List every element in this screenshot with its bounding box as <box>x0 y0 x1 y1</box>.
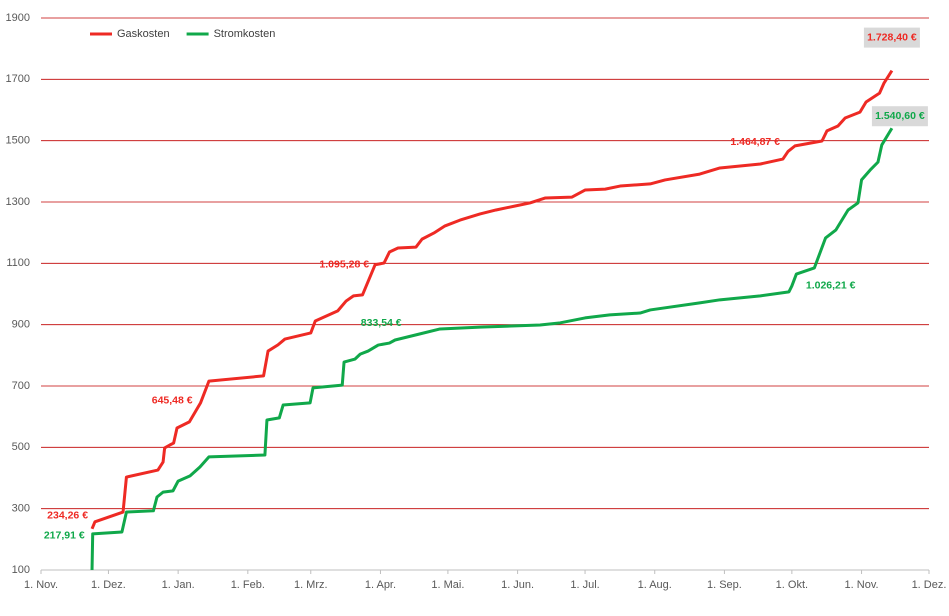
y-tick-label: 500 <box>12 441 30 453</box>
data-label: 833,54 € <box>361 317 402 329</box>
data-label: 645,48 € <box>152 395 193 407</box>
x-tick-label: 1. Dez. <box>912 579 947 591</box>
legend-label: Gaskosten <box>117 28 170 40</box>
data-label: 1.464,87 € <box>730 136 780 148</box>
x-tick-label: 1. Okt. <box>776 579 808 591</box>
x-tick-label: 1. Mai. <box>431 579 464 591</box>
data-label: 234,26 € <box>47 510 88 522</box>
y-tick-label: 1900 <box>6 12 30 24</box>
y-tick-label: 1100 <box>6 257 30 269</box>
data-label: 1.095,28 € <box>319 259 369 271</box>
legend-label: Stromkosten <box>214 28 276 40</box>
y-tick-label: 700 <box>12 380 30 392</box>
data-label: 1.728,40 € <box>867 31 917 43</box>
x-tick-label: 1. Nov. <box>24 579 58 591</box>
y-tick-label: 900 <box>12 319 30 331</box>
x-tick-label: 1. Dez. <box>91 579 126 591</box>
x-tick-label: 1. Jul. <box>570 579 599 591</box>
x-tick-label: 1. Jan. <box>162 579 195 591</box>
x-tick-label: 1. Jun. <box>501 579 534 591</box>
x-tick-label: 1. Apr. <box>365 579 396 591</box>
x-tick-label: 1. Nov. <box>845 579 879 591</box>
label-box <box>871 106 928 127</box>
data-label: 1.540,60 € <box>875 110 925 122</box>
x-tick-label: 1. Mrz. <box>294 579 328 591</box>
data-label: 217,91 € <box>44 530 85 542</box>
y-tick-label: 300 <box>12 503 30 515</box>
series-line <box>90 127 894 571</box>
label-box <box>863 27 920 48</box>
y-tick-label: 1700 <box>6 73 30 85</box>
y-tick-label: 1500 <box>6 135 30 147</box>
series-line <box>90 69 894 530</box>
x-tick-label: 1. Feb. <box>231 579 265 591</box>
y-tick-label: 1300 <box>6 196 30 208</box>
x-tick-label: 1. Sep. <box>707 579 742 591</box>
x-tick-label: 1. Aug. <box>638 579 672 591</box>
y-tick-label: 100 <box>12 564 30 576</box>
data-label: 1.026,21 € <box>806 280 856 292</box>
